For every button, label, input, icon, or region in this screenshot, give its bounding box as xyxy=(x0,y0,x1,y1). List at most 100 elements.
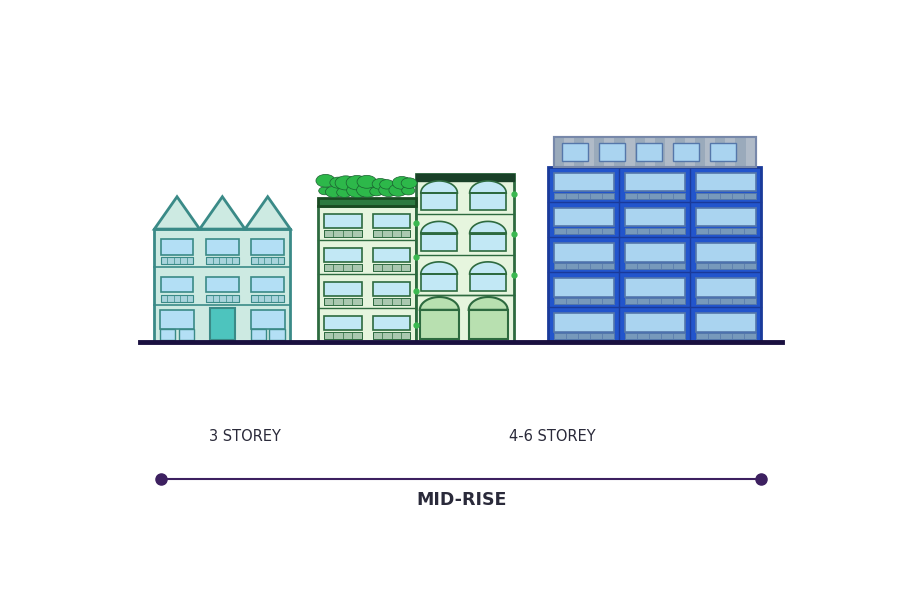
Bar xyxy=(210,308,235,340)
Bar xyxy=(160,329,176,340)
Bar xyxy=(696,193,756,199)
Bar xyxy=(373,298,410,305)
Bar xyxy=(696,263,756,269)
Bar xyxy=(554,208,614,226)
Bar xyxy=(160,277,194,292)
Bar xyxy=(373,332,410,339)
Circle shape xyxy=(330,177,346,188)
Bar xyxy=(206,277,238,292)
Bar xyxy=(251,257,284,264)
Bar xyxy=(625,333,685,340)
Circle shape xyxy=(356,183,378,197)
Bar xyxy=(625,278,685,296)
Bar xyxy=(324,316,362,331)
Circle shape xyxy=(401,178,417,188)
Text: MID-RISE: MID-RISE xyxy=(416,491,507,509)
Bar xyxy=(469,310,508,338)
Bar xyxy=(324,332,362,339)
Bar xyxy=(554,263,614,269)
Polygon shape xyxy=(421,181,457,193)
Bar xyxy=(696,228,756,234)
Bar xyxy=(696,243,756,262)
Bar xyxy=(324,230,362,236)
Circle shape xyxy=(392,176,411,189)
Bar xyxy=(251,277,284,292)
Bar xyxy=(373,214,410,228)
Circle shape xyxy=(401,186,415,195)
Circle shape xyxy=(379,184,399,197)
Polygon shape xyxy=(470,181,506,193)
Bar xyxy=(696,333,756,340)
Bar xyxy=(319,197,416,206)
Bar xyxy=(548,167,761,342)
Bar xyxy=(160,257,194,264)
Bar xyxy=(373,264,410,271)
Bar xyxy=(625,208,685,226)
Bar xyxy=(554,333,614,340)
Circle shape xyxy=(370,187,383,196)
Bar xyxy=(206,295,238,302)
Bar xyxy=(673,143,699,161)
Circle shape xyxy=(346,175,368,190)
Bar xyxy=(160,295,194,302)
Bar xyxy=(554,278,614,296)
Bar xyxy=(625,173,685,191)
Bar xyxy=(421,274,457,291)
Bar xyxy=(269,329,284,340)
Circle shape xyxy=(380,179,394,189)
Bar xyxy=(554,173,614,191)
Polygon shape xyxy=(469,297,508,310)
Bar xyxy=(625,193,685,199)
Bar xyxy=(696,208,756,226)
Bar xyxy=(416,173,514,342)
Bar xyxy=(250,329,266,340)
Bar xyxy=(696,313,756,332)
Polygon shape xyxy=(200,197,245,229)
Bar xyxy=(625,313,685,332)
Polygon shape xyxy=(245,197,291,229)
Bar xyxy=(554,137,756,167)
Bar xyxy=(324,248,362,262)
Text: 4-6 STOREY: 4-6 STOREY xyxy=(508,429,595,444)
Circle shape xyxy=(319,187,330,195)
Bar xyxy=(206,239,238,255)
Bar xyxy=(373,248,410,262)
Bar xyxy=(554,193,614,199)
Bar xyxy=(250,310,284,329)
Bar xyxy=(324,282,362,296)
Polygon shape xyxy=(470,262,506,274)
Bar xyxy=(625,298,685,304)
Bar xyxy=(160,310,194,329)
Circle shape xyxy=(346,183,368,197)
Bar xyxy=(696,298,756,304)
Bar xyxy=(251,239,284,255)
Bar xyxy=(421,233,457,251)
Bar xyxy=(324,214,362,228)
Circle shape xyxy=(316,175,335,187)
Polygon shape xyxy=(470,221,506,233)
Bar xyxy=(554,298,614,304)
Bar xyxy=(324,264,362,271)
Bar xyxy=(373,282,410,296)
Bar xyxy=(470,233,506,251)
Bar xyxy=(179,329,194,340)
Bar xyxy=(251,295,284,302)
Bar xyxy=(625,228,685,234)
Circle shape xyxy=(335,176,356,190)
Bar xyxy=(599,143,625,161)
Bar xyxy=(625,243,685,262)
Bar xyxy=(373,316,410,331)
Bar xyxy=(710,143,736,161)
Bar xyxy=(206,257,238,264)
Circle shape xyxy=(389,184,408,196)
Bar xyxy=(625,263,685,269)
Polygon shape xyxy=(421,262,457,274)
Bar xyxy=(470,193,506,210)
Polygon shape xyxy=(419,297,459,310)
Bar xyxy=(324,298,362,305)
Bar xyxy=(562,143,589,161)
Bar xyxy=(319,206,416,342)
Circle shape xyxy=(372,178,389,190)
Circle shape xyxy=(357,175,376,188)
Bar xyxy=(696,173,756,191)
